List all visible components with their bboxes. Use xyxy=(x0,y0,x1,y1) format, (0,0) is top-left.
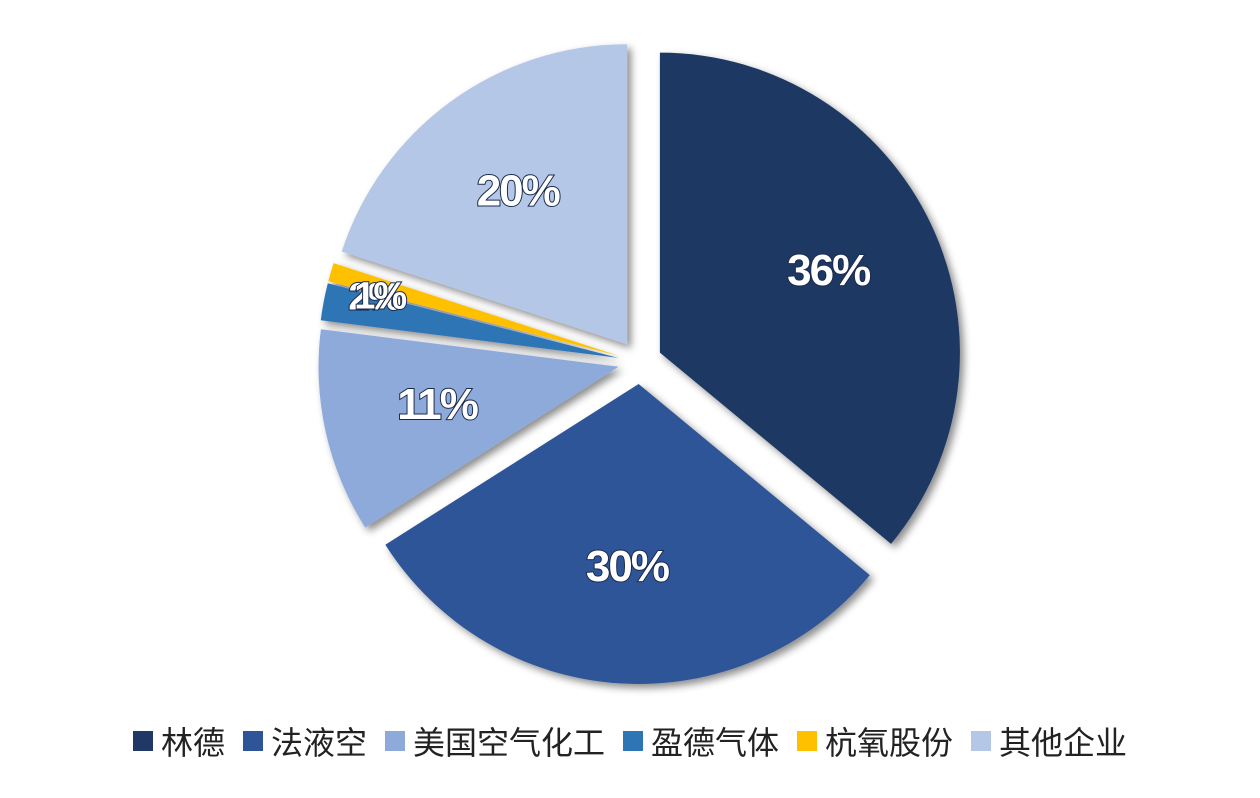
legend-item: 林德 xyxy=(132,718,225,764)
data-label: 20% xyxy=(477,166,560,215)
data-label: 2% xyxy=(348,276,400,318)
pie-slice xyxy=(318,329,619,528)
legend-swatch xyxy=(797,731,818,751)
legend-label: 其他企业 xyxy=(999,724,1128,762)
data-label: 30% xyxy=(586,542,669,591)
legend-label: 林德 xyxy=(160,724,225,762)
data-label: 11% xyxy=(397,380,478,429)
data-label: 1% xyxy=(354,275,406,317)
pie-slice xyxy=(385,383,870,684)
pie-slice xyxy=(328,263,619,356)
legend-swatch xyxy=(971,731,992,751)
pie-slice xyxy=(320,283,619,358)
legend-swatch xyxy=(242,731,263,751)
pie-slice xyxy=(659,52,960,544)
legend-item: 盈德气体 xyxy=(623,718,779,764)
legend: 林德 法液空 美国空气化工 盈德气体 杭氧股份 其他企业 xyxy=(0,718,1260,764)
legend-swatch xyxy=(132,731,153,751)
legend-label: 盈德气体 xyxy=(651,724,780,762)
chart: 36% 30% 11% 2%1% 20% xyxy=(318,44,960,684)
legend-swatch xyxy=(384,731,405,751)
pie-slice xyxy=(341,44,628,345)
legend-item: 其他企业 xyxy=(971,718,1127,764)
legend-item: 美国空气化工 xyxy=(384,718,605,764)
legend-item: 杭氧股份 xyxy=(797,718,953,764)
legend-label: 杭氧股份 xyxy=(825,724,954,762)
pie xyxy=(318,44,960,684)
data-label: 36% xyxy=(787,246,870,295)
legend-item: 法液空 xyxy=(242,718,367,764)
legend-label: 法液空 xyxy=(270,724,367,762)
legend-label: 美国空气化工 xyxy=(412,724,605,762)
legend-swatch xyxy=(623,731,643,751)
